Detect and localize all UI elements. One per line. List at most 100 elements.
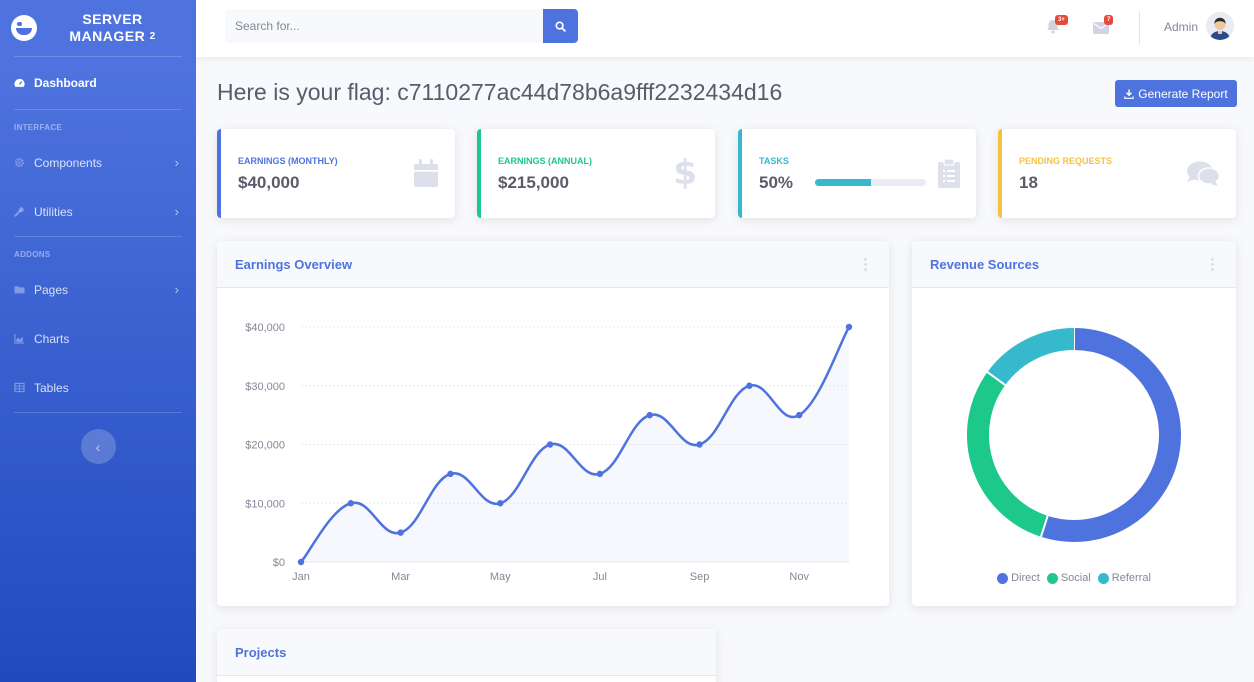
chart-area-icon (14, 333, 25, 344)
sidebar-item-components[interactable]: Components › (0, 138, 196, 187)
search-icon (555, 20, 566, 32)
legend-item-direct[interactable]: Direct (997, 572, 1040, 584)
data-point[interactable] (746, 382, 753, 389)
earnings-line-chart: $0 $10,000 $20,000 $30,000 $40,000 Jan Mar May J… (245, 322, 853, 583)
data-point[interactable] (397, 529, 404, 536)
sidebar-item-pages[interactable]: Pages › (0, 265, 196, 314)
messages-dropdown[interactable]: 7 (1093, 15, 1115, 37)
x-tick-label: May (490, 571, 511, 583)
messages-badge: 7 (1104, 15, 1114, 25)
card-header: Earnings Overview (217, 241, 889, 288)
stat-label: EARNINGS (MONTHLY) (238, 156, 338, 166)
more-options-icon[interactable] (864, 258, 867, 273)
sidebar-divider (14, 56, 182, 57)
stat-label: EARNINGS (ANNUAL) (498, 156, 592, 166)
x-tick-label: Sep (690, 571, 710, 583)
legend-swatch (997, 572, 1009, 584)
legend-swatch (1097, 572, 1109, 584)
legend-label: Referral (1111, 572, 1151, 584)
stat-label: PENDING REQUESTS (1019, 156, 1113, 166)
sidebar-item-utilities[interactable]: Utilities › (0, 187, 196, 236)
x-tick-label: Jan (292, 571, 310, 583)
sidebar-divider (14, 109, 182, 110)
user-avatar-icon (1206, 12, 1234, 40)
download-icon (1124, 89, 1135, 99)
brand-name: SERVER MANAGER 2 (69, 11, 156, 44)
stat-value: 50% (759, 173, 794, 192)
legend-item-referral[interactable]: Referral (1097, 572, 1151, 584)
x-tick-label: Nov (789, 571, 809, 583)
chevron-right-icon: › (174, 155, 179, 170)
sidebar-item-dashboard[interactable]: Dashboard (0, 57, 196, 109)
pie-slice-direct[interactable] (1040, 328, 1181, 542)
y-tick-label: $10,000 (245, 498, 285, 510)
sidebar-heading-interface: INTERFACE (14, 123, 63, 132)
chevron-left-icon: ‹ (95, 438, 101, 455)
sidebar-divider (14, 412, 182, 413)
dollar-icon: $ (673, 153, 697, 193)
tachometer-icon (14, 78, 25, 87)
card-header: Projects (217, 629, 716, 676)
y-tick-label: $30,000 (245, 381, 285, 393)
data-point[interactable] (845, 323, 853, 331)
more-options-icon[interactable] (1211, 258, 1214, 273)
card-title: Projects (235, 644, 287, 660)
x-tick-label: Mar (391, 571, 410, 583)
slice-separator (1039, 515, 1049, 538)
search-button[interactable] (543, 9, 578, 43)
alerts-badge: 3+ (1055, 15, 1068, 25)
user-name[interactable]: Admin (1164, 20, 1199, 34)
envelope-icon (1093, 22, 1109, 34)
projects-card: Projects (217, 629, 716, 682)
alerts-dropdown[interactable]: 3+ (1046, 15, 1068, 37)
data-point[interactable] (795, 411, 803, 419)
stat-value: $40,000 (238, 173, 300, 192)
data-point[interactable] (596, 470, 604, 478)
tasks-progress-fill (815, 179, 871, 186)
data-point[interactable] (696, 441, 703, 448)
data-point[interactable] (297, 558, 305, 566)
y-tick-label: $0 (273, 557, 285, 569)
stat-card-earnings-annual: EARNINGS (ANNUAL) $215,000 $ (477, 129, 715, 218)
sidebar: SERVER MANAGER 2 Dashboard INTERFACE Com… (0, 0, 196, 682)
topbar: 3+ 7 Admin (196, 0, 1254, 57)
generate-report-button[interactable]: Generate Report (1115, 80, 1237, 107)
avatar[interactable] (1206, 12, 1234, 40)
cog-icon (15, 158, 24, 167)
y-tick-label: $40,000 (245, 322, 285, 334)
folder-icon (14, 286, 25, 294)
pie-slice-social[interactable] (967, 372, 1048, 537)
page-title: Here is your flag: c7110277ac44d78b6a9ff… (217, 79, 783, 105)
pie-slice-referral[interactable] (987, 328, 1075, 386)
legend-item-social[interactable]: Social (1046, 572, 1091, 584)
search-form (225, 9, 578, 43)
data-point[interactable] (447, 470, 454, 478)
revenue-sources-card: Revenue Sources Direct Social Referral (912, 241, 1236, 606)
topbar-divider (1139, 11, 1140, 45)
card-title: Earnings Overview (235, 256, 353, 272)
sidebar-divider (14, 236, 182, 237)
card-header: Revenue Sources (912, 241, 1236, 288)
stat-value: $215,000 (498, 173, 569, 192)
chevron-right-icon: › (174, 282, 179, 297)
data-point[interactable] (347, 500, 355, 507)
sidebar-item-tables[interactable]: Tables (0, 363, 196, 412)
brand[interactable]: SERVER MANAGER 2 (0, 0, 196, 56)
earnings-series-line (300, 326, 851, 563)
sidebar-toggle-button[interactable]: ‹ (80, 429, 116, 464)
stat-label: TASKS (759, 156, 789, 166)
sidebar-item-charts[interactable]: Charts (0, 314, 196, 363)
legend-label: Direct (1011, 572, 1040, 584)
data-point[interactable] (546, 441, 554, 448)
table-icon (14, 382, 25, 393)
revenue-donut-chart (967, 328, 1181, 542)
search-input[interactable] (225, 9, 543, 43)
stat-value: 18 (1019, 173, 1038, 192)
stat-card-earnings-monthly: EARNINGS (MONTHLY) $40,000 (217, 129, 455, 218)
earnings-overview-card: Earnings Overview $0 $10,000 $20,000 $30,00… (217, 241, 889, 606)
y-tick-label: $20,000 (245, 440, 285, 452)
stat-card-tasks: TASKS 50% (738, 129, 976, 218)
data-point[interactable] (646, 411, 653, 419)
data-point[interactable] (497, 500, 504, 507)
line-area-fill (301, 327, 849, 562)
